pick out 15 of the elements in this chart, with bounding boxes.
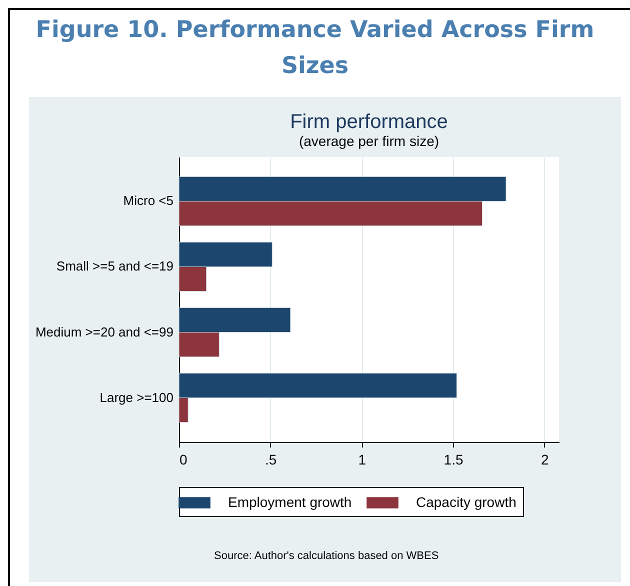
- legend-label: Employment growth: [228, 494, 352, 510]
- y-tick-label: Large >=100: [100, 390, 174, 405]
- y-tick-label: Medium >=20 and <=99: [35, 324, 174, 340]
- x-tick-label: 2: [540, 452, 549, 468]
- text: (average per firm size): [298, 133, 440, 149]
- source-note: Source: Author's calculations based on WBES: [214, 550, 439, 562]
- x-tick-label: 1: [358, 452, 366, 468]
- y-tick-label: Small >=5 and <=19: [56, 258, 174, 274]
- x-tick-label: 1.5: [444, 452, 464, 468]
- y-tick-label: Micro <5: [123, 193, 174, 208]
- x-tick-label: 0: [180, 452, 188, 468]
- chart-title: Figure 10. Performance Varied Across Firm Sizes: [34, 16, 596, 81]
- x-tick-label: .5: [265, 452, 277, 468]
- legend-label: Capacity growth: [416, 494, 516, 510]
- chart-subtitle: Firm performance: [290, 111, 448, 133]
